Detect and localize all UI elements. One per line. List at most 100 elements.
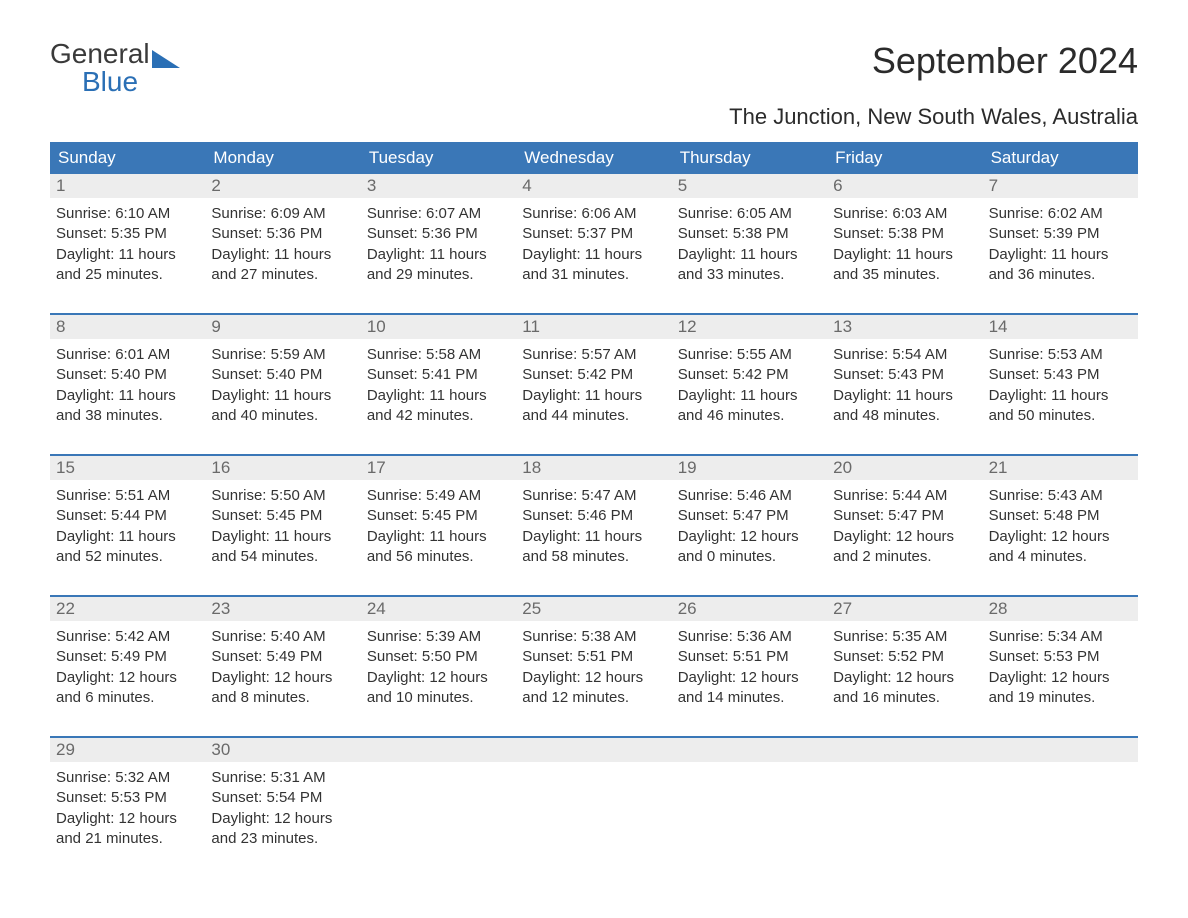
- day-number: 30: [205, 738, 360, 762]
- sunrise-text: Sunrise: 5:34 AM: [989, 627, 1132, 647]
- daylight-text-2: and 58 minutes.: [522, 547, 665, 567]
- weekday-header: Monday: [205, 142, 360, 174]
- sunset-text: Sunset: 5:53 PM: [989, 647, 1132, 667]
- day-number: 22: [50, 597, 205, 621]
- daylight-text-2: and 4 minutes.: [989, 547, 1132, 567]
- sunrise-text: Sunrise: 5:36 AM: [678, 627, 821, 647]
- day-number: 23: [205, 597, 360, 621]
- logo-text-blue: Blue: [82, 68, 180, 96]
- daylight-text-1: Daylight: 11 hours: [522, 245, 665, 265]
- day-cell: Sunrise: 5:39 AMSunset: 5:50 PMDaylight:…: [361, 621, 516, 714]
- day-number: [827, 738, 982, 762]
- day-number: [983, 738, 1138, 762]
- daylight-text-2: and 36 minutes.: [989, 265, 1132, 285]
- day-number: 13: [827, 315, 982, 339]
- daylight-text-1: Daylight: 12 hours: [211, 809, 354, 829]
- sunset-text: Sunset: 5:35 PM: [56, 224, 199, 244]
- sunrise-text: Sunrise: 5:55 AM: [678, 345, 821, 365]
- daylight-text-1: Daylight: 12 hours: [989, 668, 1132, 688]
- sunset-text: Sunset: 5:41 PM: [367, 365, 510, 385]
- daylight-text-1: Daylight: 11 hours: [833, 245, 976, 265]
- day-number: 6: [827, 174, 982, 198]
- day-number: 16: [205, 456, 360, 480]
- daylight-text-2: and 42 minutes.: [367, 406, 510, 426]
- daylight-text-1: Daylight: 12 hours: [211, 668, 354, 688]
- day-cell: Sunrise: 5:51 AMSunset: 5:44 PMDaylight:…: [50, 480, 205, 573]
- daylight-text-1: Daylight: 12 hours: [367, 668, 510, 688]
- daylight-text-2: and 33 minutes.: [678, 265, 821, 285]
- day-cell: [983, 762, 1138, 855]
- sunrise-text: Sunrise: 5:59 AM: [211, 345, 354, 365]
- sunset-text: Sunset: 5:36 PM: [211, 224, 354, 244]
- sunrise-text: Sunrise: 6:06 AM: [522, 204, 665, 224]
- day-cell: Sunrise: 5:35 AMSunset: 5:52 PMDaylight:…: [827, 621, 982, 714]
- daylight-text-2: and 50 minutes.: [989, 406, 1132, 426]
- daylight-text-2: and 46 minutes.: [678, 406, 821, 426]
- sunset-text: Sunset: 5:45 PM: [211, 506, 354, 526]
- daylight-text-1: Daylight: 12 hours: [678, 527, 821, 547]
- sunset-text: Sunset: 5:40 PM: [211, 365, 354, 385]
- day-cell: Sunrise: 6:03 AMSunset: 5:38 PMDaylight:…: [827, 198, 982, 291]
- day-cell: Sunrise: 5:54 AMSunset: 5:43 PMDaylight:…: [827, 339, 982, 432]
- sunset-text: Sunset: 5:54 PM: [211, 788, 354, 808]
- day-number: 18: [516, 456, 671, 480]
- weekday-header: Wednesday: [516, 142, 671, 174]
- day-cell: Sunrise: 5:49 AMSunset: 5:45 PMDaylight:…: [361, 480, 516, 573]
- daylight-text-2: and 23 minutes.: [211, 829, 354, 849]
- calendar-week: 22232425262728Sunrise: 5:42 AMSunset: 5:…: [50, 595, 1138, 714]
- daylight-text-1: Daylight: 12 hours: [522, 668, 665, 688]
- daylight-text-1: Daylight: 11 hours: [522, 527, 665, 547]
- day-cell: Sunrise: 6:09 AMSunset: 5:36 PMDaylight:…: [205, 198, 360, 291]
- daylight-text-1: Daylight: 12 hours: [989, 527, 1132, 547]
- daylight-text-2: and 52 minutes.: [56, 547, 199, 567]
- day-cell: Sunrise: 5:44 AMSunset: 5:47 PMDaylight:…: [827, 480, 982, 573]
- daylight-text-2: and 27 minutes.: [211, 265, 354, 285]
- daylight-text-2: and 25 minutes.: [56, 265, 199, 285]
- day-cell: Sunrise: 6:10 AMSunset: 5:35 PMDaylight:…: [50, 198, 205, 291]
- sunrise-text: Sunrise: 6:09 AM: [211, 204, 354, 224]
- sunset-text: Sunset: 5:53 PM: [56, 788, 199, 808]
- sunset-text: Sunset: 5:39 PM: [989, 224, 1132, 244]
- page-title: September 2024: [872, 40, 1138, 82]
- day-number: 8: [50, 315, 205, 339]
- daynum-row: 2930: [50, 738, 1138, 762]
- daylight-text-1: Daylight: 12 hours: [833, 668, 976, 688]
- calendar-week: 15161718192021Sunrise: 5:51 AMSunset: 5:…: [50, 454, 1138, 573]
- daylight-text-2: and 29 minutes.: [367, 265, 510, 285]
- day-number: [516, 738, 671, 762]
- day-number: 7: [983, 174, 1138, 198]
- daylight-text-2: and 16 minutes.: [833, 688, 976, 708]
- day-cell: Sunrise: 5:32 AMSunset: 5:53 PMDaylight:…: [50, 762, 205, 855]
- daylight-text-1: Daylight: 11 hours: [678, 386, 821, 406]
- daynum-row: 1234567: [50, 174, 1138, 198]
- day-cell: Sunrise: 5:42 AMSunset: 5:49 PMDaylight:…: [50, 621, 205, 714]
- day-number: 24: [361, 597, 516, 621]
- sunrise-text: Sunrise: 5:50 AM: [211, 486, 354, 506]
- day-cell: Sunrise: 5:58 AMSunset: 5:41 PMDaylight:…: [361, 339, 516, 432]
- day-number: 9: [205, 315, 360, 339]
- sunrise-text: Sunrise: 5:42 AM: [56, 627, 199, 647]
- day-cell: Sunrise: 6:07 AMSunset: 5:36 PMDaylight:…: [361, 198, 516, 291]
- day-number: 15: [50, 456, 205, 480]
- daynum-row: 22232425262728: [50, 597, 1138, 621]
- daylight-text-1: Daylight: 11 hours: [211, 386, 354, 406]
- sunrise-text: Sunrise: 5:38 AM: [522, 627, 665, 647]
- sunrise-text: Sunrise: 6:07 AM: [367, 204, 510, 224]
- logo-text-general: General: [50, 40, 150, 68]
- sunrise-text: Sunrise: 5:39 AM: [367, 627, 510, 647]
- sunset-text: Sunset: 5:52 PM: [833, 647, 976, 667]
- sunrise-text: Sunrise: 5:46 AM: [678, 486, 821, 506]
- day-cell: Sunrise: 5:55 AMSunset: 5:42 PMDaylight:…: [672, 339, 827, 432]
- day-cell: Sunrise: 5:31 AMSunset: 5:54 PMDaylight:…: [205, 762, 360, 855]
- daylight-text-2: and 31 minutes.: [522, 265, 665, 285]
- sunset-text: Sunset: 5:38 PM: [833, 224, 976, 244]
- day-cell: Sunrise: 5:46 AMSunset: 5:47 PMDaylight:…: [672, 480, 827, 573]
- sunset-text: Sunset: 5:50 PM: [367, 647, 510, 667]
- daylight-text-1: Daylight: 11 hours: [678, 245, 821, 265]
- day-cell: Sunrise: 5:50 AMSunset: 5:45 PMDaylight:…: [205, 480, 360, 573]
- day-cell: Sunrise: 5:59 AMSunset: 5:40 PMDaylight:…: [205, 339, 360, 432]
- sunrise-text: Sunrise: 5:53 AM: [989, 345, 1132, 365]
- sunset-text: Sunset: 5:48 PM: [989, 506, 1132, 526]
- daylight-text-1: Daylight: 11 hours: [367, 527, 510, 547]
- sunrise-text: Sunrise: 5:47 AM: [522, 486, 665, 506]
